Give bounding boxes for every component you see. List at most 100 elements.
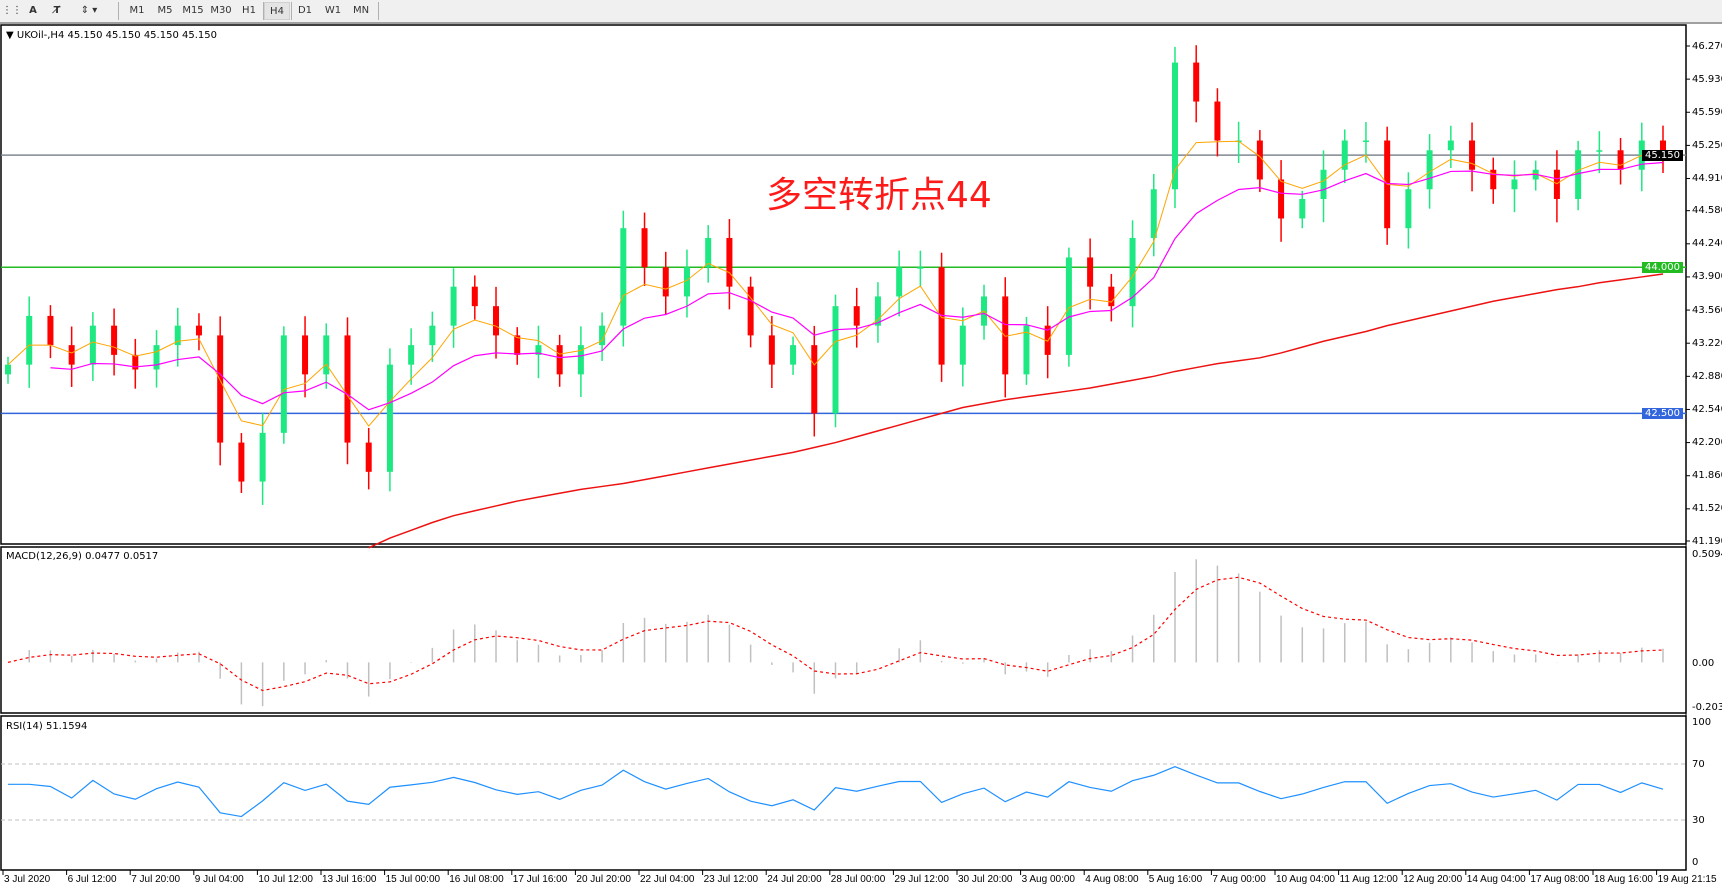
candle-bearish [747,286,754,336]
timeframe-m1[interactable]: M1 [129,5,145,16]
candle-bullish [1405,189,1412,229]
candle-bearish [1553,169,1560,199]
timeframe-h4[interactable]: H4 [264,2,290,20]
candle-bearish [471,286,478,307]
candle-bearish [238,442,245,482]
time-tick-label: 15 Jul 00:00 [385,874,441,885]
candle-bearish [365,442,372,472]
candle-bullish [535,345,542,355]
candle-bearish [556,345,563,375]
price-tick-label: 43.220 [1692,337,1722,349]
toolbar-divider [378,2,379,20]
timeframe-m30[interactable]: M30 [210,5,232,16]
candle-bullish [280,335,287,433]
candle-bullish [1362,140,1369,143]
text-icon[interactable]: A [29,5,37,16]
text-box-icon[interactable]: T̸ [53,5,61,16]
candle-bearish [1256,140,1263,180]
price-tick-label: 43.900 [1692,271,1722,283]
annotation-text[interactable]: 多空转折点44 [766,175,992,216]
candle-bearish [344,335,351,443]
candle-bullish [1511,179,1518,190]
time-tick-label: 18 Aug 16:00 [1594,874,1653,885]
time-tick-label: 9 Jul 04:00 [194,874,244,885]
candle-bearish [1617,150,1624,170]
timeframe-m5[interactable]: M5 [157,5,173,16]
timeframe-h1[interactable]: H1 [242,5,256,16]
candle-bearish [1002,296,1009,375]
candle-bullish [790,345,797,365]
timeframe-mn[interactable]: MN [352,5,370,16]
candle-bearish [1278,179,1285,219]
rsi-tick-label: 30 [1692,814,1705,826]
grid-lines-icon[interactable]: ⋮⋮ [2,5,22,16]
time-tick-label: 5 Aug 16:00 [1148,874,1203,885]
candle-bearish [217,335,224,443]
time-tick-label: 20 Jul 20:00 [576,874,631,885]
timeframe-w1[interactable]: W1 [324,5,342,16]
arrows-icon[interactable]: ⇕ ▾ [80,5,98,16]
candle-bearish [1214,101,1221,141]
timeframe-d1[interactable]: D1 [297,5,313,16]
candle-bullish [429,325,436,346]
candle-bullish [174,325,181,346]
candle-bullish [620,228,627,326]
time-tick-label: 10 Jul 12:00 [258,874,313,885]
macd-tick-label: -0.2032 [1692,702,1722,713]
candle-bearish [726,237,733,287]
timeframe-m15[interactable]: M15 [182,5,204,16]
time-tick-label: 3 Aug 00:00 [1021,874,1075,885]
time-tick-label: 14 Aug 04:00 [1466,874,1526,885]
time-tick-label: 10 Aug 04:00 [1276,874,1335,885]
candle-bearish [1108,286,1115,307]
candle-bullish [5,364,11,375]
toolbar: ⋮⋮ A T̸ ⇕ ▾ M1 M5 M15 M30 H1 H4 D1 W1 MN [0,0,1722,24]
candle-bearish [1490,169,1497,190]
candle-bullish [323,335,330,375]
ma-fast-line [7,140,1664,427]
candle-bearish [302,335,309,375]
candle-bearish [662,267,669,297]
ma-slow-line [368,273,1664,549]
price-tick-label: 44.910 [1692,173,1722,185]
candle-bullish [599,325,606,346]
time-tick-label: 16 Jul 08:00 [449,874,504,885]
macd-tick-label: 0.5094 [1692,549,1722,560]
price-tick-label: 41.190 [1692,535,1722,547]
toolbar-divider [118,2,119,20]
price-tick-label: 42.880 [1692,370,1722,382]
time-tick-label: 30 Jul 20:00 [958,874,1013,885]
candle-bullish [1341,140,1348,170]
price-tick-label: 45.590 [1692,106,1722,118]
time-tick-label: 23 Jul 12:00 [703,874,759,885]
time-tick-label: 22 Jul 04:00 [640,874,695,885]
macd-tick-label: 0.00 [1692,658,1715,670]
price-tick-label: 44.580 [1692,205,1722,217]
time-tick-label: 17 Aug 08:00 [1530,874,1590,885]
time-tick-label: 3 Jul 2020 [4,874,51,885]
candle-bullish [386,364,393,472]
rsi-tick-label: 100 [1692,716,1712,728]
time-tick-label: 7 Jul 20:00 [131,874,181,885]
candle-bullish [896,267,903,297]
rsi-tick-label: 70 [1692,758,1705,770]
candle-bullish [832,306,839,414]
time-tick-label: 19 Aug 21:15 [1657,874,1717,885]
toolbar-divider [263,2,264,20]
toolbar-divider [291,2,292,20]
time-tick-label: 6 Jul 12:00 [67,874,117,885]
candle-bullish [1129,237,1136,307]
panel-macd [0,546,1687,714]
time-tick-label: 28 Jul 00:00 [830,874,886,885]
candle-bearish [1193,62,1200,102]
symbol-ohlc-text: UKOil-,H4 45.150 45.150 45.150 45.150 [16,30,217,41]
candle-bearish [514,335,521,355]
candle-bearish [68,345,75,365]
candle-bearish [853,306,860,326]
candle-bearish [641,228,648,268]
candle-bullish [705,237,712,268]
candle-bearish [47,315,54,346]
time-tick-label: 13 Jul 16:00 [322,874,377,885]
candle-bullish [1023,325,1030,375]
